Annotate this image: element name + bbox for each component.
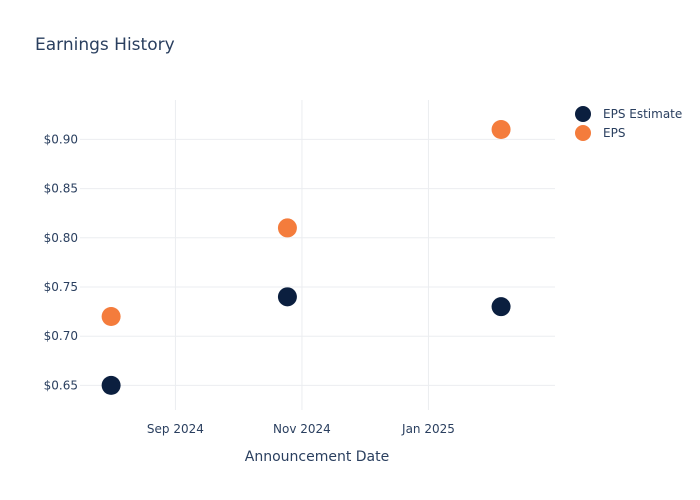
y-tick-label: $0.85 (44, 182, 78, 196)
data-point-eps[interactable] (277, 218, 297, 238)
data-point-eps-estimate[interactable] (491, 297, 511, 317)
legend-item-eps-estimate[interactable]: EPS Estimate (575, 106, 682, 122)
data-point-eps[interactable] (491, 120, 511, 140)
y-axis-ticks: $0.65 $0.70 $0.75 $0.80 $0.85 $0.90 (44, 132, 78, 392)
y-tick-label: $0.80 (44, 231, 78, 245)
legend-label: EPS (603, 126, 625, 140)
data-point-eps-estimate[interactable] (277, 287, 297, 307)
y-tick-label: $0.90 (44, 132, 78, 146)
x-tick-label: Sep 2024 (147, 422, 204, 436)
data-points (101, 120, 511, 395)
legend-item-eps[interactable]: EPS (575, 125, 625, 141)
data-point-eps[interactable] (101, 307, 121, 327)
y-tick-label: $0.70 (44, 329, 78, 343)
y-tick-label: $0.65 (44, 378, 78, 392)
x-axis-title: Announcement Date (245, 449, 389, 465)
legend-marker (575, 106, 591, 122)
y-tick-label: $0.75 (44, 280, 78, 294)
legend[interactable]: EPS Estimate EPS (575, 106, 682, 141)
legend-label: EPS Estimate (603, 107, 682, 121)
data-point-eps-estimate[interactable] (101, 375, 121, 395)
chart-title: Earnings History (35, 35, 175, 55)
x-axis-ticks: Sep 2024 Nov 2024 Jan 2025 (147, 422, 455, 436)
legend-marker (575, 125, 591, 141)
x-tick-label: Jan 2025 (401, 422, 455, 436)
x-tick-label: Nov 2024 (273, 422, 331, 436)
grid-layer (80, 100, 555, 410)
